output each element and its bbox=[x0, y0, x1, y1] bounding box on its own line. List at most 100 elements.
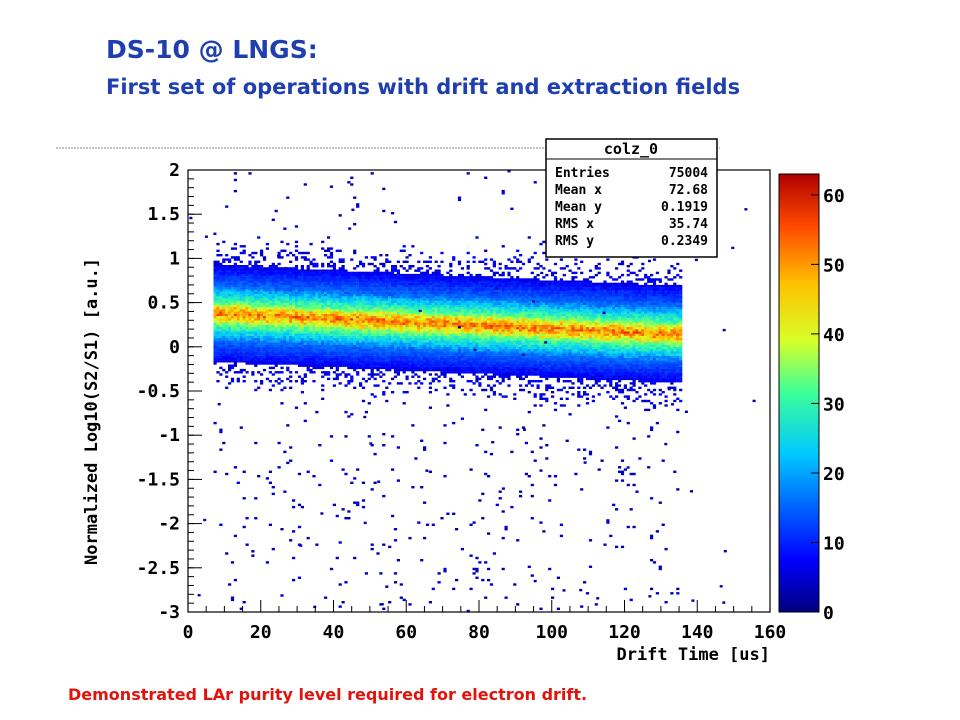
heat-cell bbox=[294, 320, 299, 323]
heat-cell bbox=[225, 349, 229, 352]
heat-cell bbox=[489, 386, 494, 389]
heat-cell bbox=[341, 265, 345, 268]
heat-cell bbox=[274, 360, 278, 363]
heat-cell bbox=[420, 291, 424, 294]
heat-cell bbox=[321, 278, 325, 281]
heat-cell bbox=[449, 360, 453, 363]
heat-cell bbox=[440, 333, 444, 336]
heat-cell bbox=[321, 360, 325, 363]
heat-cell bbox=[466, 309, 470, 312]
heat-cell bbox=[306, 309, 310, 312]
heat-cell bbox=[466, 251, 470, 255]
heat-cell bbox=[460, 267, 464, 270]
heat-cell bbox=[297, 304, 302, 308]
heat-cell bbox=[303, 293, 307, 297]
heat-cell bbox=[423, 346, 427, 350]
heat-cell bbox=[292, 335, 296, 339]
heat-cell bbox=[489, 258, 494, 261]
heat-cell bbox=[399, 331, 403, 334]
heat-cell bbox=[318, 291, 322, 294]
heat-cell bbox=[230, 366, 235, 370]
heat-cell bbox=[230, 271, 235, 275]
heat-cell bbox=[306, 362, 310, 365]
heat-cell bbox=[219, 289, 223, 292]
heat-cell bbox=[443, 276, 447, 279]
heat-cell bbox=[280, 329, 284, 332]
heat-cell bbox=[402, 331, 406, 334]
heat-cell bbox=[495, 362, 499, 365]
heat-cell bbox=[391, 304, 395, 308]
heat-cell bbox=[492, 300, 496, 303]
heat-cell bbox=[487, 311, 491, 314]
heat-cell bbox=[327, 371, 331, 374]
heat-cell bbox=[213, 311, 217, 314]
heat-cell bbox=[236, 311, 240, 314]
heat-cell bbox=[233, 362, 237, 365]
heat-cell bbox=[324, 273, 328, 277]
heat-cell bbox=[420, 342, 424, 345]
heat-cell bbox=[329, 271, 334, 275]
heat-cell bbox=[327, 360, 331, 363]
heat-cell bbox=[318, 340, 322, 343]
heat-cell bbox=[417, 287, 421, 290]
heat-cell bbox=[359, 355, 363, 358]
heat-cell bbox=[408, 346, 412, 350]
heat-cell bbox=[408, 302, 412, 305]
heat-cell bbox=[356, 282, 360, 286]
heat-cell bbox=[254, 362, 258, 365]
heat-cell bbox=[489, 355, 494, 358]
heat-cell bbox=[446, 340, 450, 343]
heat-cell bbox=[219, 355, 223, 358]
heat-cell bbox=[309, 368, 313, 372]
heat-cell bbox=[233, 315, 237, 319]
heat-cell bbox=[379, 296, 383, 299]
heat-cell bbox=[257, 311, 261, 314]
heat-cell bbox=[379, 351, 383, 354]
heat-cell bbox=[338, 340, 342, 343]
heat-cell bbox=[414, 315, 418, 319]
heat-cell bbox=[460, 346, 464, 350]
heat-cell bbox=[300, 307, 304, 310]
heat-cell bbox=[361, 360, 366, 363]
heat-cell bbox=[309, 329, 313, 332]
heat-cell bbox=[347, 309, 351, 312]
heat-cell bbox=[225, 276, 229, 279]
heat-cell bbox=[472, 371, 476, 374]
heat-cell bbox=[481, 360, 485, 363]
heat-cell bbox=[257, 371, 261, 374]
heat-cell bbox=[341, 338, 345, 341]
heat-cell bbox=[216, 287, 220, 290]
heat-cell bbox=[373, 269, 377, 272]
heat-cell bbox=[425, 362, 430, 365]
heat-cell bbox=[411, 371, 415, 374]
heat-cell bbox=[379, 331, 383, 334]
heat-cell bbox=[312, 280, 316, 283]
heat-cell bbox=[487, 362, 491, 365]
heat-cell bbox=[402, 291, 406, 294]
heat-cell bbox=[455, 346, 459, 350]
heat-cell bbox=[277, 267, 281, 270]
heat-cell bbox=[222, 335, 226, 339]
heat-cell bbox=[481, 280, 485, 283]
heat-cell bbox=[364, 362, 368, 365]
heat-cell bbox=[324, 333, 328, 336]
heat-cell bbox=[335, 349, 339, 352]
heat-cell bbox=[251, 360, 255, 363]
heat-cell bbox=[391, 282, 395, 286]
heat-cell bbox=[359, 384, 363, 387]
heat-cell bbox=[222, 331, 226, 334]
heat-cell bbox=[431, 289, 435, 292]
heat-cell bbox=[492, 326, 496, 330]
heat-cell bbox=[327, 282, 331, 286]
heat-cell bbox=[472, 313, 476, 317]
heat-cell bbox=[457, 371, 462, 374]
heat-cell bbox=[431, 320, 435, 323]
heat-cell bbox=[423, 338, 427, 341]
heat-cell bbox=[230, 309, 235, 312]
heat-cell bbox=[478, 335, 482, 339]
heat-cell bbox=[260, 313, 264, 317]
heat-cell bbox=[257, 260, 261, 263]
heat-cell bbox=[356, 311, 360, 314]
heat-cell bbox=[472, 373, 476, 376]
heat-cell bbox=[315, 344, 319, 347]
